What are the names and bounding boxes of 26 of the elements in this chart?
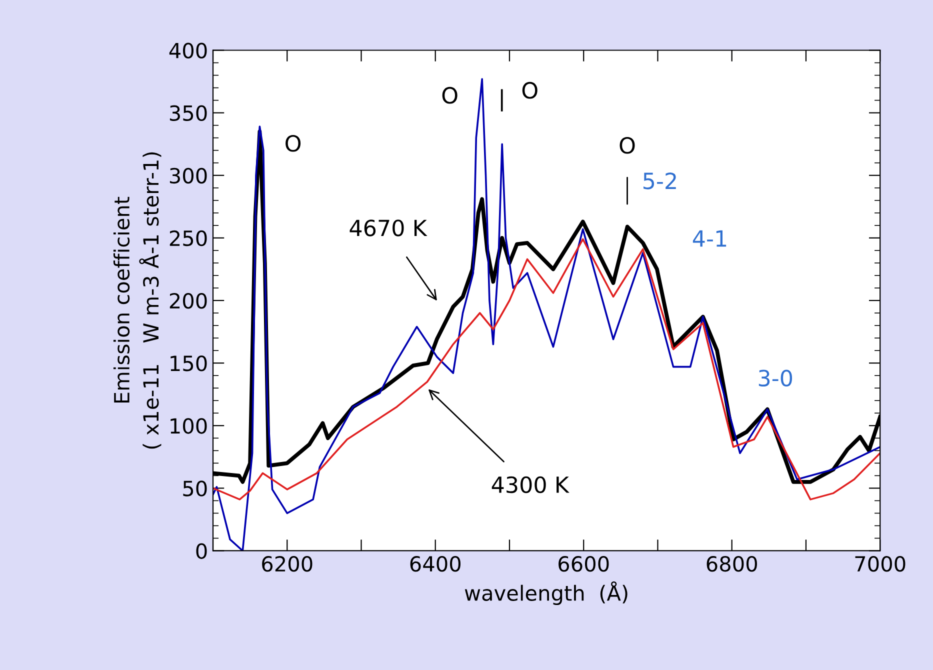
y-tick-label: 250 <box>170 230 207 246</box>
x-tick-label: 6200 <box>262 556 312 572</box>
y-tick-label: 400 <box>169 42 207 58</box>
x-tick-label: 6600 <box>558 556 609 572</box>
annotation: 4670 K <box>350 220 428 236</box>
x-tick-label: 7000 <box>855 556 906 572</box>
y-tick-label: 150 <box>170 356 207 372</box>
x-axis-title: wavelength (Å) <box>464 581 628 605</box>
y-tick-label: 200 <box>170 292 207 309</box>
y-tick-label: 0 <box>196 543 207 559</box>
x-tick-label: 6400 <box>410 556 460 572</box>
annotation: O <box>620 136 635 154</box>
annotation: 3-0 <box>758 370 792 387</box>
y-axis-title: Emission coefficient ( x1e-11 W m-3 Å-1 sterr-1) <box>113 152 162 449</box>
annotation: | <box>500 89 503 112</box>
annotation: 4-1 <box>692 230 726 247</box>
y-tick-label: 100 <box>170 418 207 434</box>
annotation: 4300 K <box>492 476 570 494</box>
y-tick-label: 300 <box>170 168 207 184</box>
y-tick-label: 350 <box>170 105 207 122</box>
annotation: 5-2 <box>644 172 676 190</box>
y-tick-label: 50 <box>183 480 207 496</box>
annotation: O <box>522 82 538 99</box>
annotation: O <box>286 134 301 152</box>
annotation: O <box>442 86 458 104</box>
x-tick-label: 6800 <box>706 556 757 572</box>
